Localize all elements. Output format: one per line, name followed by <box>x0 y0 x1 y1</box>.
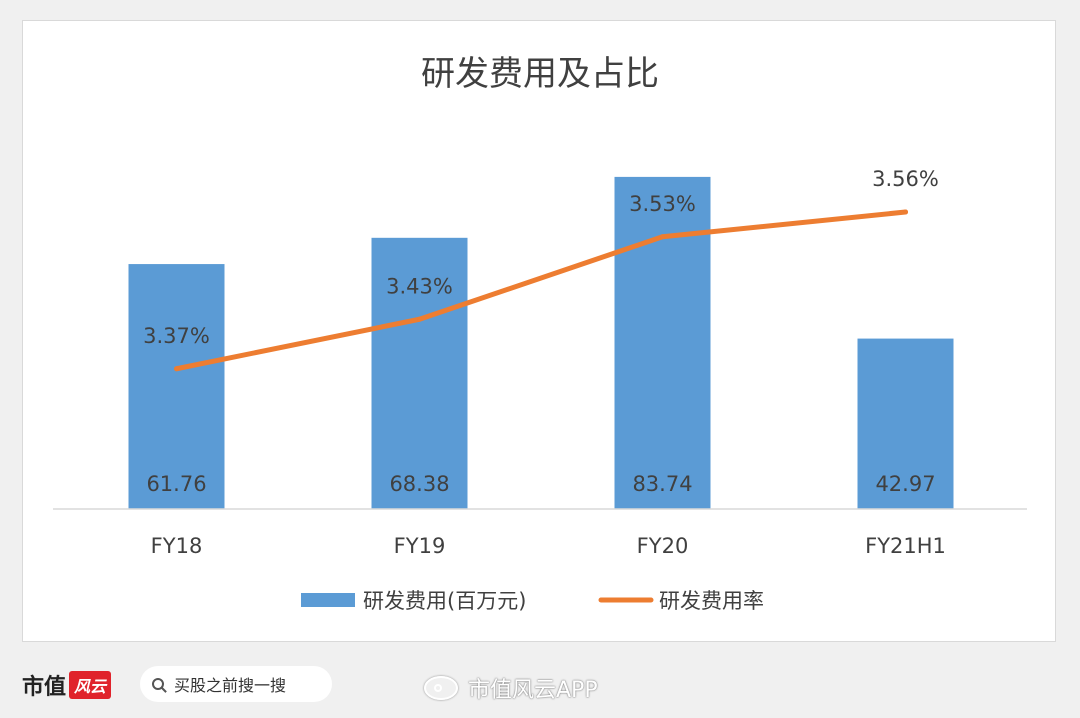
bar-value-label-FY18: 61.76 <box>146 472 206 496</box>
bar-FY19 <box>371 237 468 509</box>
line-point-FY21H1 <box>903 209 908 215</box>
bar-value-label-FY21H1: 42.97 <box>875 472 935 496</box>
bar-FY18 <box>128 264 225 509</box>
line-point-FY20 <box>660 234 665 240</box>
line-value-label-FY21H1: 3.56% <box>872 167 939 191</box>
x-tick-FY18: FY18 <box>151 534 203 558</box>
search-placeholder: 买股之前搜一搜 <box>174 676 287 695</box>
bar-value-label-FY19: 68.38 <box>389 472 449 496</box>
line-value-label-FY19: 3.43% <box>386 274 453 298</box>
line-point-FY19 <box>417 316 422 322</box>
chart-svg: 研发费用及占比 61.76 68.38 83.74 42.97 3.37% 3.43% 3.… <box>53 54 1027 613</box>
brand-text: 市值 <box>22 674 67 700</box>
x-tick-FY20: FY20 <box>637 534 689 558</box>
bar-FY20 <box>614 176 711 509</box>
chart-card: 研发费用及占比 61.76 68.38 83.74 42.97 3.37% 3.43% 3.… <box>22 20 1056 642</box>
bar-value-label-FY20: 83.74 <box>632 472 692 496</box>
data-labels: 61.76 68.38 83.74 42.97 3.37% 3.43% 3.53% 3.56% <box>143 167 939 496</box>
line-path <box>174 209 908 372</box>
legend-swatch-bar <box>301 593 355 607</box>
bar-FY21H1 <box>857 338 954 509</box>
weibo-watermark: 市值风云APP <box>424 672 598 704</box>
weibo-icon <box>424 676 458 700</box>
chart-title: 研发费用及占比 <box>421 54 659 94</box>
search-icon <box>152 678 164 690</box>
line-point-FY18 <box>174 366 179 372</box>
x-tick-FY21H1: FY21H1 <box>865 534 946 558</box>
search-box[interactable]: 买股之前搜一搜 <box>140 666 332 702</box>
brand-logo[interactable]: 市值 风云 <box>22 668 112 702</box>
legend-label-bar: 研发费用(百万元) <box>363 589 526 613</box>
line-value-label-FY18: 3.37% <box>143 324 210 348</box>
x-tick-labels: FY18 FY19 FY20 FY21H1 <box>151 534 946 558</box>
brand-badge: 风云 <box>69 671 112 699</box>
line-value-label-FY20: 3.53% <box>629 192 696 216</box>
line-series <box>174 209 908 372</box>
legend-label-line: 研发费用率 <box>659 589 764 613</box>
legend: 研发费用(百万元) 研发费用率 <box>301 589 764 613</box>
bar-series <box>128 176 954 509</box>
x-tick-FY19: FY19 <box>394 534 446 558</box>
footer-bar: 市值 风云 买股之前搜一搜 市值风云APP <box>0 652 1080 718</box>
watermark-text: 市值风云APP <box>468 678 598 703</box>
